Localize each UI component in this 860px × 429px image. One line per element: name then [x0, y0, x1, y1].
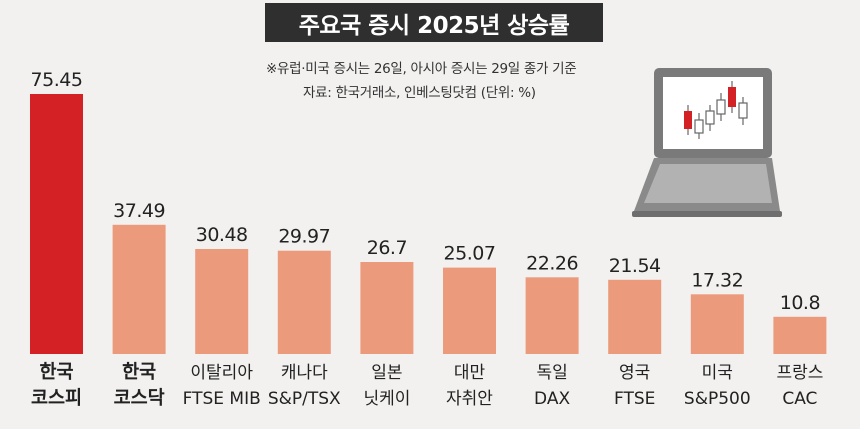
- bar: [277, 250, 331, 354]
- bar: [773, 316, 827, 354]
- category-label-country: 프랑스: [776, 363, 823, 383]
- value-label: 26.7: [367, 237, 407, 259]
- category-label-index: FTSE: [614, 389, 655, 409]
- category-label-country: 캐나다: [281, 363, 328, 383]
- bar: [112, 224, 166, 354]
- value-label: 10.8: [780, 292, 820, 314]
- bar: [30, 94, 83, 354]
- value-label: 37.49: [113, 200, 165, 222]
- value-label: 21.54: [609, 255, 661, 277]
- value-label: 75.45: [31, 69, 83, 91]
- bar: [195, 249, 249, 354]
- bar: [690, 294, 744, 354]
- value-label: 30.48: [196, 224, 248, 246]
- category-label-country: 대만: [454, 363, 486, 383]
- category-label-index: CAC: [782, 389, 817, 409]
- category-label-country: 독일: [536, 363, 567, 383]
- bar: [608, 279, 662, 354]
- laptop-candlestick-icon: [632, 68, 782, 217]
- value-label: 25.07: [444, 243, 496, 265]
- bar: [443, 267, 496, 354]
- category-label-country: 영국: [619, 363, 650, 383]
- chart-title: 주요국 증시 2025년 상승률: [265, 3, 603, 42]
- category-label-country: 이탈리아: [190, 363, 253, 383]
- bar: [360, 262, 414, 354]
- value-label: 17.32: [691, 269, 743, 291]
- category-label-index: S&P500: [684, 389, 751, 409]
- category-label-country: 일본: [371, 363, 402, 383]
- category-label-country: 미국: [702, 363, 733, 383]
- category-label-index: 코스닥: [114, 388, 165, 409]
- category-label-index: FTSE MIB: [183, 389, 261, 409]
- bar: [525, 277, 579, 354]
- category-label-index: DAX: [534, 389, 570, 409]
- category-label-index: 자취안: [446, 389, 493, 409]
- category-label-country: 한국: [122, 362, 156, 383]
- category-label-index: 닛케이: [363, 389, 410, 409]
- source-note: 자료: 한국거래소, 인베스팅닷컴 (단위: %): [303, 85, 536, 101]
- category-label-index: S&P/TSX: [268, 389, 341, 409]
- value-label: 29.97: [278, 226, 330, 248]
- category-label-country: 한국: [39, 362, 73, 383]
- category-label-index: 코스피: [31, 388, 82, 409]
- value-label: 22.26: [526, 252, 578, 274]
- footnote: ※유럽·미국 증시는 26일, 아시아 증시는 29일 종가 기준: [266, 61, 577, 77]
